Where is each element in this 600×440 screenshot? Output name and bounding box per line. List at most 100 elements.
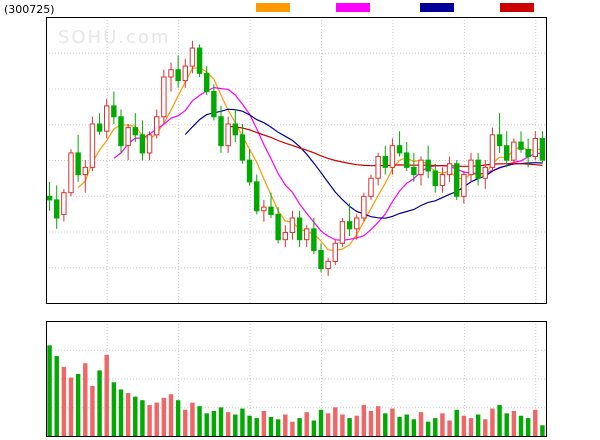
legend-swatch-ma20 — [420, 3, 454, 12]
volume-bar — [518, 415, 524, 436]
volume-bar — [161, 397, 167, 436]
volume-bar — [511, 410, 517, 436]
watermark: SOHU.com — [58, 27, 170, 48]
volume-bar — [83, 363, 88, 436]
candle-body — [239, 134, 246, 161]
volume-bar — [197, 406, 202, 436]
candle-body — [446, 163, 453, 176]
volume-bar — [540, 425, 545, 436]
volume-bar — [90, 385, 95, 436]
moving-average-lines — [77, 66, 543, 252]
candle-body — [375, 156, 381, 179]
candle-body — [418, 159, 424, 176]
candle-body — [175, 69, 181, 82]
candle-body — [246, 159, 253, 183]
volume-bar — [247, 415, 252, 436]
volume-bar — [104, 354, 109, 436]
volume-bar — [261, 410, 267, 436]
candle-body — [289, 217, 296, 233]
candle-body — [54, 199, 60, 219]
candle-body — [89, 123, 96, 168]
legend-swatch-ma10 — [336, 3, 370, 12]
volume-bar — [47, 345, 52, 436]
candle-body — [68, 152, 74, 194]
volume-bar — [311, 420, 317, 436]
volume-bar — [225, 412, 231, 436]
volume-bar — [140, 400, 145, 436]
volume-bar — [333, 407, 338, 436]
candle-body — [225, 123, 231, 147]
candle-body — [61, 192, 67, 215]
volume-bar — [383, 413, 388, 436]
candle-body — [489, 134, 496, 168]
volume-bar — [490, 408, 495, 436]
candle-body — [189, 47, 196, 67]
candle-body — [475, 159, 481, 179]
volume-bar — [175, 400, 181, 436]
candle-body — [354, 217, 360, 230]
volume-bar — [240, 408, 245, 436]
volume-bar — [533, 409, 538, 436]
volume-bar — [318, 409, 324, 436]
price-panel-frame — [46, 17, 547, 304]
candle-body — [504, 145, 510, 161]
candle-body — [532, 137, 538, 158]
candle-body — [389, 145, 396, 168]
candle-body — [275, 213, 281, 241]
candle-body — [311, 228, 317, 252]
volume-bar — [404, 414, 409, 436]
candle-body — [482, 166, 489, 179]
candle-body — [539, 137, 546, 161]
candle-body — [139, 134, 146, 154]
volume-bar — [390, 408, 395, 436]
candle-body — [168, 69, 174, 78]
legend — [256, 3, 534, 12]
volume-bar — [418, 412, 424, 436]
candle-body — [104, 105, 110, 132]
candle-body — [282, 231, 289, 241]
candle-body — [204, 72, 210, 92]
volume-bar — [397, 416, 402, 436]
candle-body — [46, 195, 53, 201]
candle-body — [125, 127, 131, 147]
volume-panel-frame — [46, 321, 547, 437]
candle-body — [425, 159, 431, 172]
candle-body — [404, 152, 410, 168]
candle-body — [232, 123, 238, 136]
volume-bar — [304, 412, 309, 436]
volume-bar — [254, 418, 259, 436]
candles — [46, 40, 546, 276]
legend-swatch-ma60 — [500, 3, 534, 12]
candle-body — [468, 159, 474, 176]
candle-body — [196, 47, 203, 74]
volume-bar — [461, 415, 467, 436]
volume-bar — [125, 393, 131, 436]
candle-body — [304, 228, 310, 241]
volume-bar — [411, 419, 417, 436]
legend-swatch-ma5 — [256, 3, 290, 12]
candle-body — [511, 141, 517, 161]
candle-body — [82, 166, 88, 176]
volume-bar — [361, 404, 367, 436]
candle-body — [132, 127, 138, 136]
volume-bar — [97, 370, 102, 436]
candle-body — [518, 141, 524, 150]
volume-bar — [190, 402, 195, 436]
candle-body — [439, 174, 446, 186]
volume-bar — [118, 389, 124, 436]
candle-body — [396, 145, 403, 154]
price-grid — [46, 17, 546, 436]
candle-body — [211, 90, 217, 118]
volume-bar — [147, 404, 152, 436]
volume-bar — [447, 420, 452, 436]
stock-code-label: (300725) — [4, 3, 55, 16]
volume-bar — [268, 416, 274, 436]
volume-bar — [440, 413, 445, 436]
volume-grid — [46, 349, 546, 409]
volume-bar — [111, 382, 117, 436]
volume-bar — [375, 406, 381, 436]
volume-bar — [433, 418, 438, 436]
volume-bar — [497, 404, 502, 436]
candle-body — [496, 134, 503, 147]
volume-bar — [154, 402, 159, 436]
